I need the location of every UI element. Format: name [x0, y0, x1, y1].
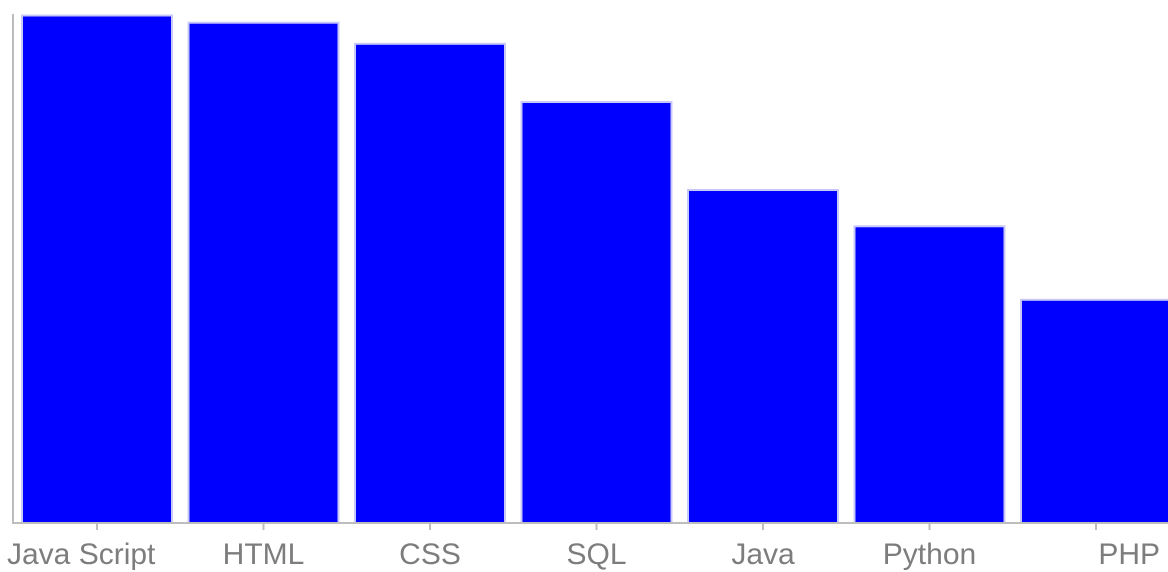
bar-python [853, 225, 1006, 525]
x-tick-label-java: Java [731, 538, 795, 571]
x-tick-label-css: CSS [399, 538, 461, 571]
x-tick-label-php: PHP [1098, 538, 1160, 571]
bar-php [1020, 298, 1168, 524]
x-tick-label-sql: SQL [566, 538, 626, 571]
axis-layer [12, 14, 1168, 524]
x-ticks-layer [96, 523, 1097, 530]
bar-java [687, 189, 839, 524]
bar-html [187, 21, 340, 524]
x-tick-label-python: Python [883, 538, 976, 571]
bar-css [354, 42, 506, 525]
bars-layer [21, 14, 1168, 525]
bar-java-script [21, 14, 173, 524]
x-tick-labels-layer: Java Script HTML CSS SQL Java Python PHP [7, 538, 1160, 571]
x-tick-label-html: HTML [223, 538, 305, 571]
bar-sql [520, 101, 673, 524]
x-tick-label-java-script: Java Script [7, 538, 156, 571]
